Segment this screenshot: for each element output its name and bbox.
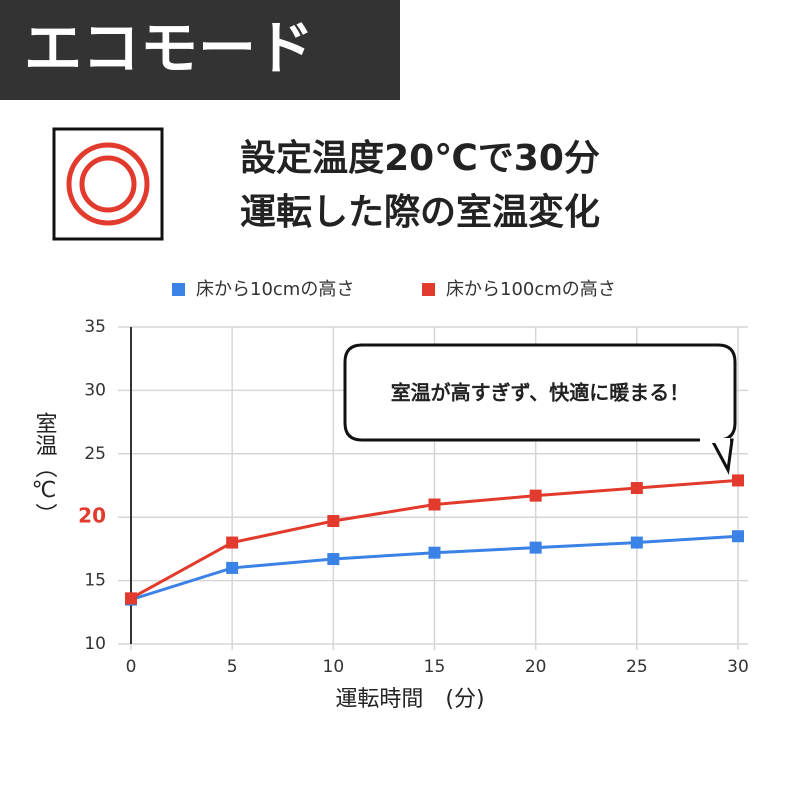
point [732, 530, 744, 543]
legend-swatch [172, 283, 185, 296]
y-tick-label: 30 [84, 380, 106, 400]
annotation: 室温が高すぎず、快適に暖まる！ [391, 381, 690, 405]
point [529, 541, 542, 554]
x-tick-label: 5 [227, 657, 238, 677]
callout-gap [700, 438, 730, 443]
banner-title: エコモード [24, 14, 314, 82]
point [327, 553, 340, 566]
icon-ring [79, 155, 137, 213]
point [732, 474, 744, 487]
x-tick-label: 20 [525, 657, 547, 677]
y-axis-label: 室温（℃） [32, 412, 58, 525]
chart-title: 運転した際の室温変化 [240, 191, 600, 233]
point [226, 536, 239, 549]
callout [343, 343, 737, 475]
x-tick-label: 30 [727, 657, 749, 677]
x-tick-label: 10 [323, 657, 345, 677]
y-tick-label: 20 [78, 504, 106, 528]
point [327, 515, 340, 528]
point [428, 546, 441, 559]
point [630, 536, 643, 549]
point [226, 561, 239, 574]
x-tick-label: 25 [626, 657, 648, 677]
x-tick-label: 0 [126, 657, 137, 677]
legend-swatch [422, 283, 435, 296]
point [125, 592, 137, 605]
legend-label: 床から10cmの高さ [196, 279, 354, 300]
x-axis-label: 運転時間 (分) [335, 687, 484, 712]
x-tick-label: 15 [424, 657, 446, 677]
point [630, 482, 643, 495]
y-tick-label: 10 [84, 634, 106, 654]
banner-bg [0, 0, 400, 100]
y-tick-label: 35 [84, 317, 106, 337]
icon-ring [66, 142, 150, 226]
chart-title: 設定温度20℃で30分 [240, 138, 600, 179]
point [428, 498, 441, 511]
legend-label: 床から100cmの高さ [446, 279, 616, 300]
y-tick-label: 15 [84, 571, 106, 591]
point [529, 489, 542, 502]
y-tick-label: 25 [84, 444, 106, 464]
